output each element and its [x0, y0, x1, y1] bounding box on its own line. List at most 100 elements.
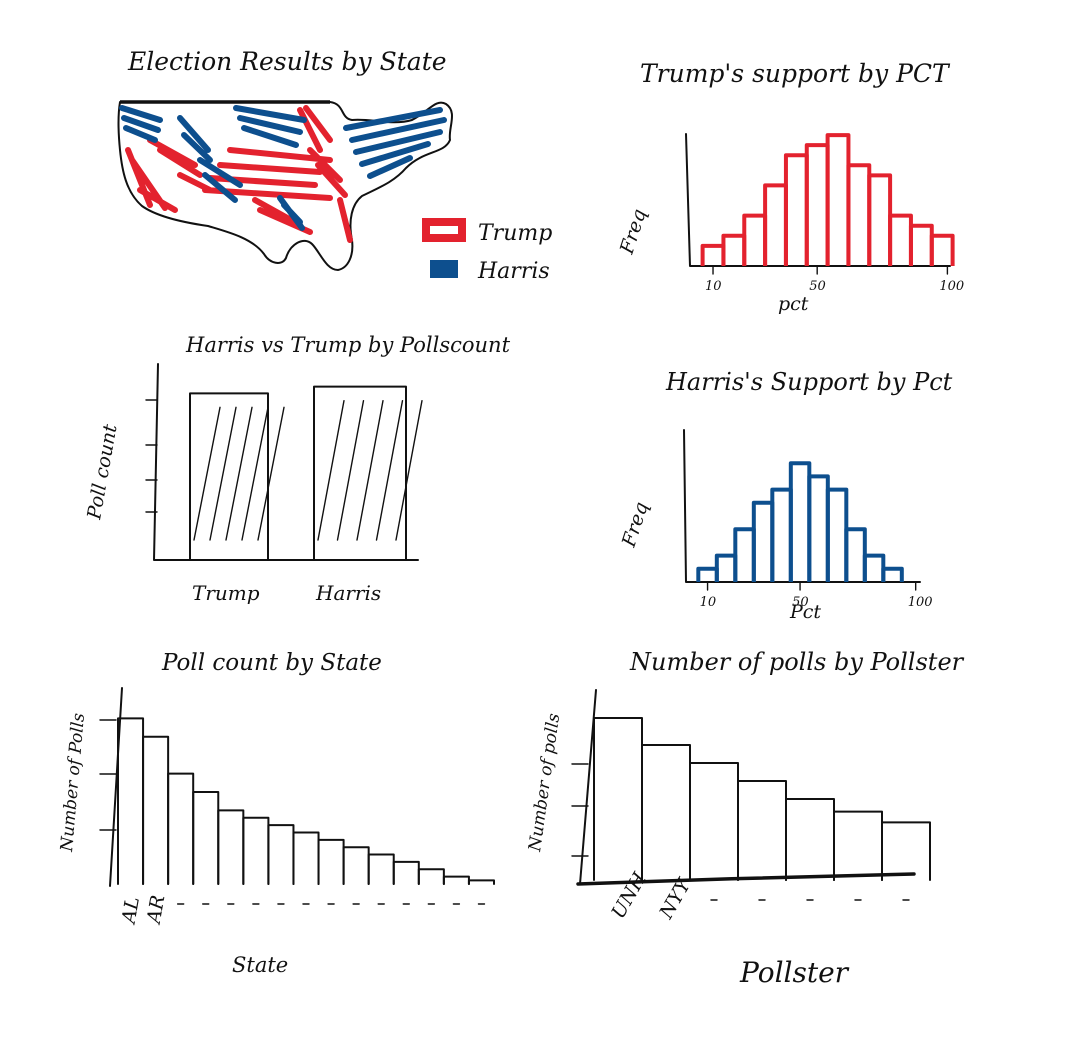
compare-bar-hatch — [395, 399, 423, 541]
pollster-x-axis — [576, 872, 916, 886]
count-bar — [417, 868, 445, 885]
compare-bar-hatch — [209, 406, 237, 541]
harris-histogram-panel: Harris's Support by Pct 10 50 100 Freq Pct — [618, 368, 953, 623]
hist-bar — [862, 553, 886, 582]
harris-hist-ticks: 10 50 100 — [700, 581, 933, 610]
poll-count-compare-panel: Harris vs Trump by Pollscount Trump Harri… — [83, 333, 510, 605]
harris-legend-label: Harris — [477, 259, 550, 284]
hist-bar — [846, 163, 872, 266]
compare-bar-hatch — [225, 406, 253, 541]
hist-x-tick-label: 100 — [908, 595, 933, 610]
hist-bar — [825, 133, 851, 266]
hist-bar — [804, 143, 830, 266]
hist-bar — [783, 153, 809, 266]
pollster-y-ticks — [571, 763, 589, 857]
count-bar — [242, 816, 270, 885]
count-bar — [737, 780, 787, 881]
hist-bar — [700, 243, 726, 266]
hist-bar — [807, 474, 830, 582]
harris-hist-ylabel: Freq — [618, 499, 653, 550]
compare-bar-hatch — [375, 399, 404, 541]
state-y-axis — [109, 687, 123, 887]
trump-hist-bars — [700, 133, 955, 266]
state-title: Poll count by State — [161, 650, 382, 676]
hist-bar — [751, 500, 775, 582]
trump-hist-ticks: 10 50 100 — [705, 265, 964, 294]
count-bar — [392, 860, 420, 885]
trump-hist-axes — [685, 133, 951, 267]
hist-bar — [714, 553, 738, 582]
pollster-xlabel: Pollster — [739, 956, 850, 989]
count-bar — [689, 762, 739, 881]
compare-bar — [189, 392, 269, 561]
harris-hist-title: Harris's Support by Pct — [665, 368, 953, 396]
count-bar — [217, 809, 245, 885]
hist-x-tick-label: 10 — [700, 595, 717, 610]
harris-states-scribble — [119, 105, 447, 231]
count-bar — [367, 853, 395, 885]
state-bars — [117, 717, 495, 885]
hist-x-tick-label: 100 — [939, 279, 964, 294]
count-bar — [641, 744, 691, 881]
compare-category-label: Trump — [192, 581, 260, 605]
count-bar — [167, 772, 195, 885]
pollster-title: Number of polls by Pollster — [629, 648, 965, 676]
category-label: AR — [143, 893, 170, 926]
hist-bar — [763, 183, 788, 266]
harris-hist-xlabel: Pct — [789, 601, 821, 623]
compare-axes — [153, 363, 419, 561]
compare-bar-hatch — [356, 399, 384, 541]
compare-bar-hatch — [317, 399, 345, 541]
compare-bar-hatch — [257, 406, 285, 541]
count-bar — [117, 717, 145, 885]
hist-bar — [908, 223, 934, 266]
hist-bar — [788, 461, 812, 582]
count-bar — [593, 717, 643, 881]
compare-y-ticks — [145, 399, 158, 513]
hist-bar — [721, 233, 747, 266]
compare-bar — [313, 385, 407, 561]
hist-bar — [881, 566, 904, 582]
hist-bar — [888, 213, 913, 266]
hist-bar — [867, 173, 893, 266]
election-map-panel: Election Results by State Trump Harris — [117, 47, 552, 284]
category-label: AL — [117, 895, 144, 927]
hist-bar — [929, 233, 955, 266]
trump-legend-label: Trump — [478, 221, 552, 246]
compare-bars — [189, 385, 423, 561]
harris-hist-bars — [696, 461, 904, 582]
hist-x-tick-label: 50 — [809, 279, 826, 294]
count-bar — [785, 798, 835, 881]
state-y-ticks — [99, 719, 117, 831]
category-label: UNH — [607, 869, 651, 923]
hist-bar — [770, 487, 793, 582]
compare-bar-hatch — [193, 406, 221, 541]
count-bar — [267, 824, 295, 885]
hist-bar — [825, 487, 849, 582]
trump-states-scribble — [125, 105, 353, 243]
count-bar — [881, 821, 931, 881]
trump-hist-xlabel: pct — [778, 293, 809, 315]
hist-bar — [844, 527, 867, 582]
count-bar — [142, 735, 170, 885]
count-bar — [467, 879, 495, 885]
compare-title: Harris vs Trump by Pollscount — [185, 333, 511, 357]
map-title: Election Results by State — [127, 47, 447, 76]
compare-bar-hatch — [336, 399, 365, 541]
pollster-count-panel: Number of polls by Pollster UNH NYY Numbe… — [525, 648, 965, 989]
compare-category-label: Harris — [315, 581, 381, 605]
state-xlabel: State — [232, 953, 288, 977]
pollster-ylabel: Number of polls — [525, 712, 564, 854]
compare-ylabel: Poll count — [83, 422, 122, 522]
count-bar — [442, 875, 470, 885]
trump-histogram-panel: Trump's support by PCT 10 50 100 Freq pct — [616, 59, 965, 315]
state-ylabel: Number of Polls — [57, 712, 89, 853]
hist-bar — [696, 566, 719, 582]
trump-legend-swatch — [422, 218, 466, 242]
count-bar — [192, 791, 220, 885]
trump-hist-title: Trump's support by PCT — [640, 59, 951, 88]
pollster-bars — [593, 717, 931, 881]
